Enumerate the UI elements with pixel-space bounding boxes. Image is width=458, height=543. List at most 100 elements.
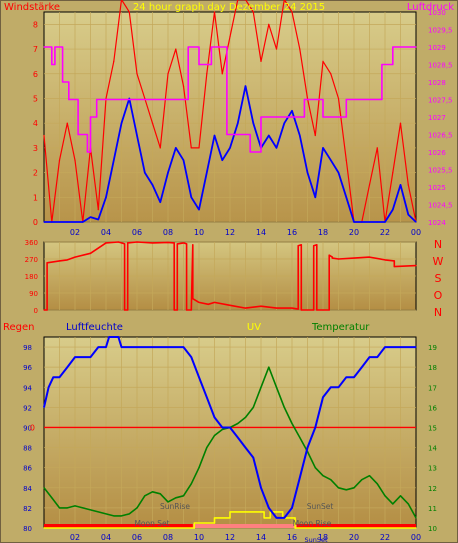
data-point-temperature xyxy=(82,507,84,509)
x-tick: 02 xyxy=(70,533,80,542)
compass-label: S xyxy=(435,272,442,285)
data-point-humidity xyxy=(82,356,84,358)
y-tick-temperature: 15 xyxy=(428,424,437,432)
data-point-humidity xyxy=(108,336,110,338)
data-point-wind-avg xyxy=(407,213,409,216)
data-point-wind-gust xyxy=(376,147,378,149)
data-point-direction xyxy=(213,301,216,304)
data-point-uv xyxy=(282,511,284,513)
data-point-direction xyxy=(74,256,76,258)
data-point-temperature xyxy=(399,495,402,497)
data-point-humidity xyxy=(330,386,332,388)
data-point-wind-gust xyxy=(128,11,130,13)
data-point-uv xyxy=(263,517,265,519)
x-tick: 16 xyxy=(287,228,297,237)
x-tick: 22 xyxy=(380,533,390,542)
data-point-direction xyxy=(136,241,138,243)
data-point-direction xyxy=(337,258,340,260)
data-point-pressure xyxy=(43,46,45,48)
data-point-wind-avg xyxy=(89,216,92,218)
data-point-wind-avg xyxy=(136,134,138,137)
data-point-humidity xyxy=(52,376,54,378)
data-point-temperature xyxy=(120,515,123,517)
data-point-humidity xyxy=(268,507,270,509)
data-point-wind-gust xyxy=(151,122,154,124)
x-tick: 12 xyxy=(225,228,235,237)
data-point-pressure xyxy=(77,98,79,101)
data-point-wind-avg xyxy=(268,134,270,137)
x-tick: 00 xyxy=(411,228,421,237)
data-point-temperature xyxy=(97,511,99,513)
data-point-wind-avg xyxy=(361,221,363,223)
data-point-direction xyxy=(127,309,129,311)
data-point-wind-gust xyxy=(221,73,223,75)
data-point-pressure xyxy=(249,133,251,136)
data-point-direction xyxy=(173,309,175,311)
data-point-wind-avg xyxy=(299,134,301,137)
series-line-uv xyxy=(44,511,416,529)
x-tick: 14 xyxy=(256,228,266,237)
sunrise-label: SunRise xyxy=(160,502,190,511)
temperature-label: Temperatur xyxy=(311,322,370,333)
data-point-pressure xyxy=(77,133,79,136)
data-point-uv xyxy=(415,527,417,529)
data-point-temperature xyxy=(128,513,130,515)
data-point-wind-gust xyxy=(74,159,76,161)
data-point-wind-gust xyxy=(167,73,169,75)
data-point-temperature xyxy=(407,503,409,505)
y-tick-pressure: 1024,5 xyxy=(428,202,453,210)
data-point-direction xyxy=(176,243,178,245)
y-tick-humidity: 84 xyxy=(23,485,32,493)
data-point-direction xyxy=(207,303,209,305)
y-tick-temperature: 17 xyxy=(428,384,437,392)
data-point-wind-avg xyxy=(291,110,293,112)
data-point-wind-gust xyxy=(175,48,177,50)
compass-label: O xyxy=(434,289,443,302)
y-tick-pressure: 1024 xyxy=(428,219,446,227)
data-point-pressure xyxy=(62,46,64,48)
data-point-wind-gust xyxy=(213,11,216,13)
y-tick-direction: 0 xyxy=(34,307,38,315)
data-point-uv xyxy=(294,527,296,529)
data-point-temperature xyxy=(330,479,332,481)
y-tick-pressure: 1027,5 xyxy=(428,97,453,105)
data-point-temperature xyxy=(51,497,53,499)
data-point-temperature xyxy=(268,366,270,368)
data-point-wind-avg xyxy=(368,221,371,223)
data-point-humidity xyxy=(48,386,50,388)
data-point-humidity xyxy=(376,356,378,358)
data-point-wind-gust xyxy=(314,134,316,137)
data-point-pressure xyxy=(226,133,228,136)
data-point-direction xyxy=(244,307,247,309)
data-point-humidity xyxy=(345,376,347,378)
data-point-direction xyxy=(198,301,200,304)
wind-label: Windstärke xyxy=(4,2,60,13)
data-point-wind-avg xyxy=(237,122,239,124)
y-tick-pressure: 1026,5 xyxy=(428,132,453,140)
x-tick: 18 xyxy=(318,533,328,542)
data-point-direction xyxy=(89,252,92,254)
y-tick-pressure: 1030 xyxy=(428,9,446,17)
data-point-pressure xyxy=(415,46,417,48)
data-point-wind-avg xyxy=(159,201,161,203)
data-point-pressure xyxy=(89,116,92,118)
moonset-label: Moon Set xyxy=(134,519,169,528)
data-point-uv xyxy=(269,517,271,519)
data-point-humidity xyxy=(167,346,169,348)
data-point-wind-avg xyxy=(376,221,378,223)
y-tick-temperature: 14 xyxy=(428,445,437,453)
data-point-humidity xyxy=(66,366,68,368)
data-point-wind-avg xyxy=(399,184,402,186)
data-point-temperature xyxy=(291,422,293,425)
x-tick: 10 xyxy=(194,533,204,542)
data-point-wind-avg xyxy=(330,159,332,161)
data-point-direction xyxy=(275,307,278,309)
data-point-humidity xyxy=(237,436,239,439)
data-point-direction xyxy=(120,242,123,244)
data-point-wind-gust xyxy=(407,184,409,186)
y-tick-humidity: 94 xyxy=(23,384,32,392)
compass-label: N xyxy=(434,306,442,319)
data-point-temperature xyxy=(58,507,61,509)
data-point-pressure xyxy=(226,46,228,48)
